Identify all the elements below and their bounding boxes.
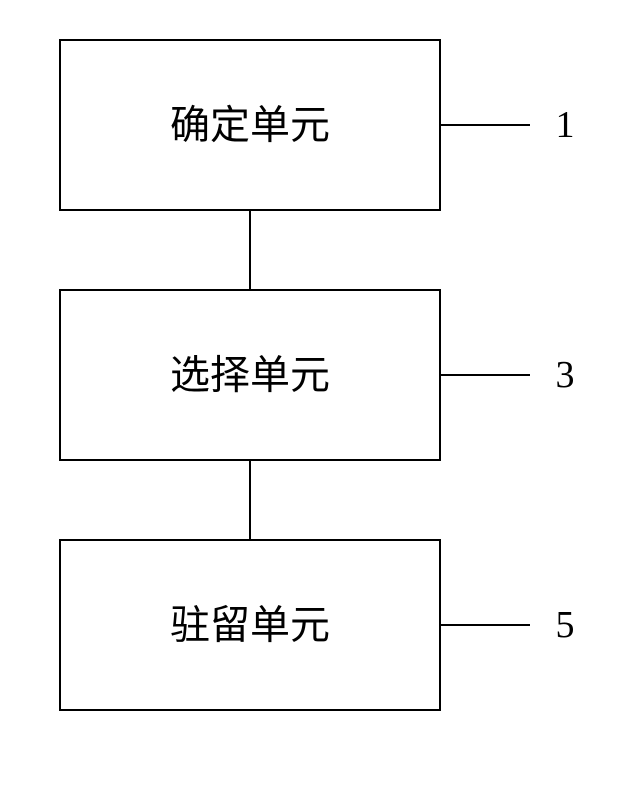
flowchart: 确定单元 1 选择单元 3 驻留单元 5 xyxy=(0,0,627,791)
node-number-3: 5 xyxy=(556,604,575,646)
node-label-1: 确定单元 xyxy=(170,103,330,148)
node-number-2: 3 xyxy=(556,354,575,396)
node-number-1: 1 xyxy=(556,104,575,146)
node-label-3: 驻留单元 xyxy=(170,603,330,648)
node-label-2: 选择单元 xyxy=(170,353,330,398)
